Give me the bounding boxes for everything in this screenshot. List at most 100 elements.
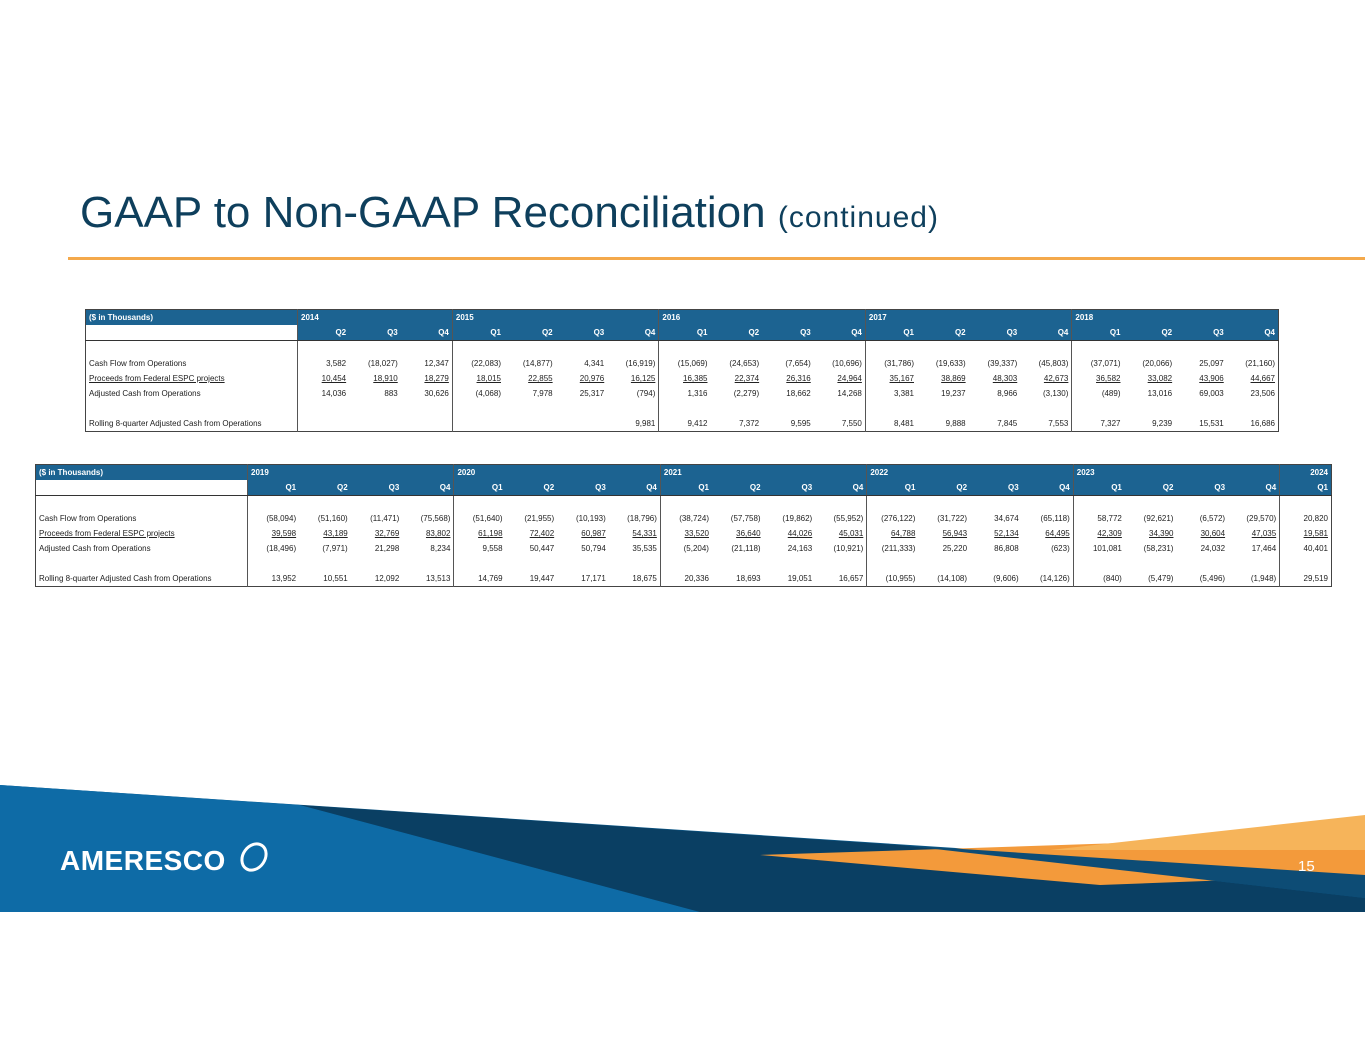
year-cell: [505, 464, 558, 480]
quarter-cell: Q1: [1279, 480, 1332, 496]
value-cell: 38,869: [917, 371, 969, 386]
spacer: [297, 401, 350, 416]
value-text: 44,667: [1250, 374, 1275, 383]
value-cell: 7,553: [1020, 416, 1072, 432]
quarter-cell: Q2: [917, 325, 969, 341]
spacer: [86, 401, 298, 416]
value-text: 19,447: [529, 574, 555, 583]
value-cell: 15,531: [1175, 416, 1227, 432]
value-cell: 34,674: [970, 511, 1022, 526]
data-row: Rolling 8-quarter Adjusted Cash from Ope…: [36, 571, 1332, 587]
value-cell: 12,092: [351, 571, 403, 587]
value-cell: 7,978: [504, 386, 556, 401]
value-text: 23,506: [1250, 389, 1275, 398]
year-cell: [763, 464, 816, 480]
spacer: [402, 556, 454, 571]
value-text: (10,193): [575, 514, 606, 523]
value-text: 10,551: [323, 574, 348, 583]
value-cell: (24,653): [711, 356, 763, 371]
year-cell: 2024: [1279, 464, 1332, 480]
value-cell: 21,298: [351, 541, 403, 556]
value-cell: 23,506: [1227, 386, 1279, 401]
value-text: 60,987: [581, 529, 606, 538]
value-text: 18,675: [632, 574, 657, 583]
value-text: 44,026: [787, 529, 813, 538]
value-text: (1,948): [1250, 574, 1277, 583]
value-text: 25,317: [579, 389, 605, 398]
value-cell: [401, 416, 453, 432]
year-cell: [970, 464, 1022, 480]
value-cell: 13,016: [1124, 386, 1176, 401]
value-cell: [297, 416, 350, 432]
value-text: 20,336: [684, 574, 709, 583]
value-cell: 26,316: [762, 371, 814, 386]
value-cell: (58,094): [247, 511, 300, 526]
spacer: [351, 556, 403, 571]
data-row: Cash Flow from Operations (58,094) (51,160…: [36, 511, 1332, 526]
value-cell: (11,471): [351, 511, 403, 526]
spacer: [36, 556, 248, 571]
value-cell: 33,520: [659, 526, 712, 541]
spacer: [609, 556, 661, 571]
value-text: 43,189: [323, 529, 348, 538]
value-cell: (92,621): [1125, 511, 1177, 526]
title-text: GAAP to Non-GAAP Reconciliation: [80, 188, 766, 237]
value-cell: 33,082: [1124, 371, 1176, 386]
spacer: [762, 401, 814, 416]
value-text: 14,268: [837, 389, 862, 398]
spacer: [451, 401, 504, 416]
value-text: 50,794: [581, 544, 606, 553]
value-text: 19,051: [787, 574, 813, 583]
value-cell: (39,337): [969, 356, 1021, 371]
value-text: 17,171: [581, 574, 606, 583]
quarter-cell: Q3: [350, 480, 403, 496]
quarter-cell: Q3: [1176, 480, 1229, 496]
spacer: [1125, 496, 1177, 512]
value-text: 24,163: [787, 544, 813, 553]
year-cell: [1020, 309, 1072, 325]
year-cell: [555, 309, 608, 325]
value-text: 8,234: [430, 544, 451, 553]
value-cell: 13,513: [402, 571, 454, 587]
value-text: (38,724): [679, 514, 709, 523]
value-text: (19,862): [782, 514, 813, 523]
value-cell: 29,519: [1279, 571, 1332, 587]
value-cell: 9,558: [453, 541, 506, 556]
value-text: 50,447: [529, 544, 555, 553]
year-cell: [710, 309, 763, 325]
value-text: 9,558: [482, 544, 503, 553]
value-cell: 44,026: [764, 526, 816, 541]
spacer: [453, 495, 506, 511]
value-text: (11,471): [370, 514, 400, 523]
quarter-cell: Q4: [1021, 480, 1074, 496]
year-cell: [349, 309, 401, 325]
spacer: [453, 556, 506, 571]
row-label: Adjusted Cash from Operations: [86, 386, 298, 401]
value-cell: (37,071): [1071, 356, 1124, 371]
spacer: [815, 496, 867, 512]
row-label-text: Proceeds from Federal ESPC projects: [39, 529, 175, 538]
reconciliation-table: ($ in Thousands) 2014 2015 2016 2017 2018 Q2 Q3…: [85, 309, 1279, 432]
value-cell: (276,122): [866, 511, 919, 526]
spacer: [1022, 556, 1074, 571]
value-text: (10,921): [833, 544, 864, 553]
value-text: 14,036: [321, 389, 347, 398]
value-cell: 24,032: [1176, 541, 1228, 556]
year-cell: [1226, 309, 1279, 325]
value-cell: 43,906: [1175, 371, 1227, 386]
value-cell: (45,803): [1020, 356, 1072, 371]
value-cell: 60,987: [557, 526, 609, 541]
value-text: 7,372: [739, 419, 760, 428]
quarter-cell: Q3: [555, 325, 608, 341]
quarter-cell: Q2: [505, 480, 558, 496]
value-text: (24,653): [729, 359, 760, 368]
value-cell: 10,551: [299, 571, 351, 587]
value-cell: (5,496): [1176, 571, 1228, 587]
value-text: (3,130): [1043, 389, 1069, 398]
data-row: Proceeds from Federal ESPC projects 10,45…: [86, 371, 1279, 386]
spacer: [1125, 556, 1177, 571]
spacer: [1228, 556, 1280, 571]
spacer: [1071, 340, 1124, 356]
value-text: 21,298: [374, 544, 400, 553]
value-text: (37,071): [1090, 359, 1121, 368]
